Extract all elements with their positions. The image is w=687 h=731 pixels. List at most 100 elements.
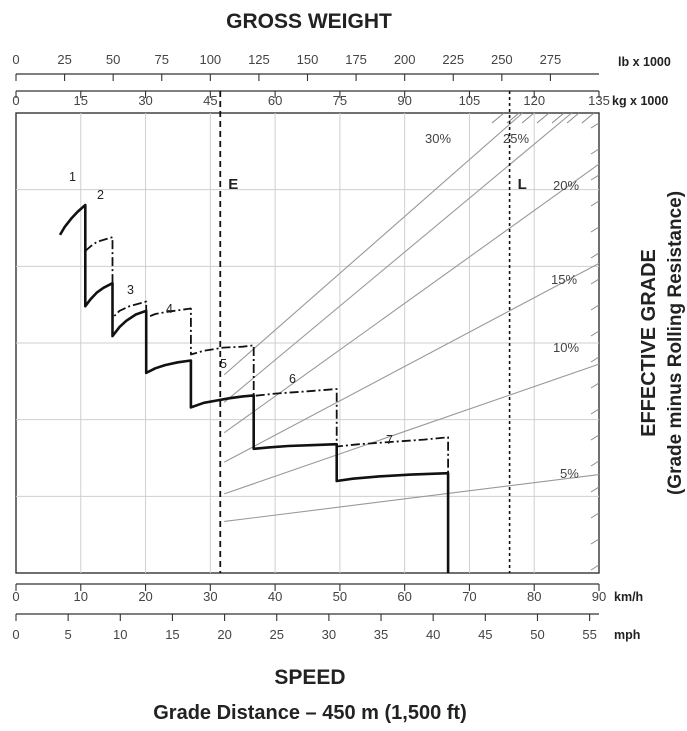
lb-tick-label: 250 xyxy=(491,52,513,67)
edge-tick xyxy=(590,564,600,571)
lb-tick-label: 225 xyxy=(442,52,464,67)
kmh-unit-label: km/h xyxy=(614,590,643,604)
edge-tick xyxy=(590,330,600,337)
mph-unit-label: mph xyxy=(614,628,640,642)
mph-tick-label: 0 xyxy=(12,627,19,642)
mph-tick-label: 5 xyxy=(65,627,72,642)
gear-label-3: 3 xyxy=(127,283,134,297)
lb-tick-label: 75 xyxy=(155,52,169,67)
grade-line xyxy=(224,363,600,495)
gear-label-7: 7 xyxy=(386,433,393,447)
gear-label-1: 1 xyxy=(69,170,76,184)
loaded-curve xyxy=(84,236,449,474)
kmh-tick-label: 10 xyxy=(74,589,88,604)
grade-label: 15% xyxy=(551,272,577,287)
speed-title: SPEED xyxy=(274,666,345,689)
mph-tick-label: 25 xyxy=(269,627,283,642)
edge-tick xyxy=(590,408,600,415)
kg-tick-label: 45 xyxy=(203,93,217,108)
edge-tick xyxy=(491,112,505,124)
edge-tick xyxy=(590,226,600,233)
kmh-tick-label: 30 xyxy=(203,589,217,604)
mph-tick-label: 55 xyxy=(582,627,596,642)
edge-tick xyxy=(590,538,600,545)
kmh-tick-label: 20 xyxy=(138,589,152,604)
kg-tick-label: 60 xyxy=(268,93,282,108)
grade-line xyxy=(223,112,572,403)
gear-labels: 1 2 3 4 5 6 7 xyxy=(69,170,393,447)
effective-grade-label: EFFECTIVE GRADE xyxy=(638,249,660,437)
curves xyxy=(58,203,450,573)
lb-axis: 0 25 50 75 100 125 150 175 200 225 250 275 xyxy=(12,52,599,81)
lb-tick-label: 25 xyxy=(57,52,71,67)
grade-label: 5% xyxy=(560,466,579,481)
edge-tick xyxy=(590,460,600,467)
grade-label: 25% xyxy=(503,131,529,146)
gear-label-5: 5 xyxy=(220,357,227,371)
lb-tick-label: 0 xyxy=(12,52,19,67)
edge-tick xyxy=(590,174,600,181)
edge-tick xyxy=(551,112,565,124)
mph-tick-label: 20 xyxy=(217,627,231,642)
kmh-axis: 0 10 20 30 40 50 60 70 80 90 xyxy=(12,583,606,604)
reference-label-e: E xyxy=(228,176,238,193)
kg-tick-label: 75 xyxy=(333,93,347,108)
mph-tick-label: 35 xyxy=(374,627,388,642)
gear-label-6: 6 xyxy=(289,372,296,386)
gross-weight-title: GROSS WEIGHT xyxy=(226,10,392,33)
kg-tick-label: 135 xyxy=(588,93,610,108)
edge-tick xyxy=(590,356,600,363)
grade-label: 20% xyxy=(553,178,579,193)
edge-tick xyxy=(590,434,600,441)
mph-tick-label: 30 xyxy=(322,627,336,642)
edge-tick xyxy=(590,122,600,129)
edge-tick xyxy=(581,112,595,124)
gear-label-2: 2 xyxy=(97,188,104,202)
kg-tick-label: 15 xyxy=(74,93,88,108)
edge-tick xyxy=(590,486,600,493)
kmh-tick-label: 80 xyxy=(527,589,541,604)
kg-tick-label: 105 xyxy=(459,93,481,108)
edge-tick xyxy=(590,304,600,311)
grade-label: 10% xyxy=(553,340,579,355)
lb-tick-label: 100 xyxy=(199,52,221,67)
gear-label-4: 4 xyxy=(166,302,173,316)
grid xyxy=(16,113,599,573)
reference-label-l: L xyxy=(518,176,527,193)
kg-unit-label: kg x 1000 xyxy=(612,94,668,108)
edge-tick xyxy=(521,112,535,124)
kg-axis: 0 15 30 45 60 75 90 105 120 135 xyxy=(12,90,610,108)
grade-line xyxy=(224,474,600,523)
kmh-tick-label: 40 xyxy=(268,589,282,604)
grade-label: 30% xyxy=(425,131,451,146)
mph-tick-label: 40 xyxy=(426,627,440,642)
grade-lines: 5% 10% 15% 20% 25% 30% xyxy=(223,112,600,523)
kmh-tick-label: 90 xyxy=(592,589,606,604)
kg-tick-label: 0 xyxy=(12,93,19,108)
mph-tick-label: 15 xyxy=(165,627,179,642)
lb-tick-label: 50 xyxy=(106,52,120,67)
kmh-tick-label: 60 xyxy=(397,589,411,604)
edge-tick xyxy=(590,200,600,207)
right-edge-ticks xyxy=(491,112,600,571)
mph-axis: 0 5 10 15 20 25 30 35 40 45 50 55 xyxy=(12,613,599,642)
lb-tick-label: 125 xyxy=(248,52,270,67)
lb-tick-label: 200 xyxy=(394,52,416,67)
kg-tick-label: 90 xyxy=(397,93,411,108)
edge-tick xyxy=(590,252,600,259)
edge-tick xyxy=(536,112,550,124)
grade-line xyxy=(223,112,523,376)
kg-tick-label: 120 xyxy=(523,93,545,108)
edge-tick xyxy=(590,382,600,389)
grade-line xyxy=(224,262,600,463)
kg-tick-label: 30 xyxy=(138,93,152,108)
rolling-resistance-label: (Grade minus Rolling Resistance) xyxy=(665,191,686,495)
mph-tick-label: 10 xyxy=(113,627,127,642)
grade-line xyxy=(223,163,600,434)
lb-unit-label: lb x 1000 xyxy=(618,55,671,69)
edge-tick xyxy=(590,278,600,285)
kmh-tick-label: 50 xyxy=(333,589,347,604)
edge-tick xyxy=(590,148,600,155)
